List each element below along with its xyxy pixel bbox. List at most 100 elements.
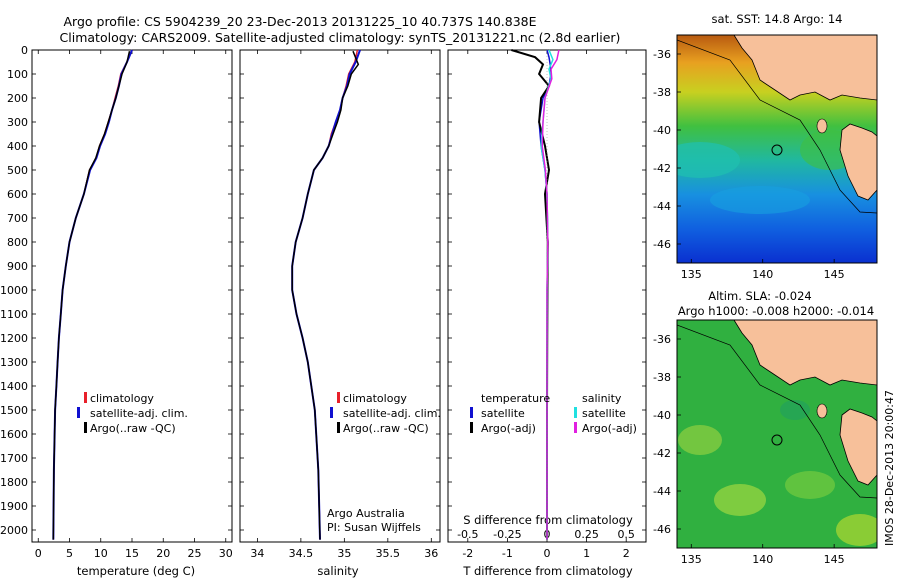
legend-swatch-climatology	[337, 392, 340, 403]
depth-tick-label: 900	[7, 260, 28, 273]
sla-argo-location-marker	[771, 434, 783, 446]
s-tick-label: 0.5	[617, 528, 635, 541]
legend-label-t-satellite: satellite	[481, 407, 525, 420]
legend-label-s-satellite: satellite	[582, 407, 626, 420]
series-line-argo-raw-qc-	[291, 50, 360, 540]
x-tick-label: 1	[583, 547, 590, 560]
mainland-shape	[733, 35, 877, 101]
depth-tick-label: 600	[7, 188, 28, 201]
depth-tick-label: 1800	[0, 476, 28, 489]
difference-legend: temperature salinity satellite Argo(-adj…	[470, 392, 637, 435]
difference-x-axis: -2 -1 0 1 2	[462, 50, 630, 560]
salinity-series	[291, 49, 361, 540]
lat-tick-label: -42	[653, 447, 671, 460]
salinity-x-axis: 34 34.5 35 35.5 36	[250, 50, 438, 560]
figure-title-line2: Climatology: CARS2009. Satellite-adjuste…	[60, 30, 621, 45]
depth-tick-label: 1600	[0, 428, 28, 441]
x-tick-label: -2	[462, 547, 473, 560]
sst-contour	[677, 39, 877, 214]
s-tick-label: -0.25	[493, 528, 521, 541]
s-tick-label: -0.5	[457, 528, 478, 541]
depth-tick-label: 800	[7, 236, 28, 249]
depth-tick-label: 500	[7, 164, 28, 177]
tasmania-shape	[839, 123, 877, 201]
legend-label-satellite: satellite-adj. clim.	[90, 407, 188, 420]
temperature-axis-label: temperature (deg C)	[77, 564, 195, 578]
sla-map	[677, 320, 877, 548]
legend-title-salinity: salinity	[582, 392, 622, 405]
credit-line2: PI: Susan Wijffels	[327, 521, 421, 534]
legend-label-t-argo: Argo(-adj)	[481, 422, 536, 435]
x-tick-label: 0	[544, 547, 551, 560]
sst-map-axes: -36 -38 -40 -42 -44 -46 135 140 145	[653, 48, 845, 281]
lon-tick-label: 140	[752, 268, 773, 281]
sla-map-title-line2: Argo h1000: -0.008 h2000: -0.014	[678, 304, 874, 318]
x-tick-label: 36	[424, 547, 438, 560]
x-tick-label: -1	[502, 547, 513, 560]
legend-label-argo: Argo(..raw -QC)	[90, 422, 176, 435]
credit-line1: Argo Australia	[327, 507, 405, 520]
x-tick-label: 2	[623, 547, 630, 560]
tasmania-shape	[839, 408, 877, 486]
series-line-argo-raw-qc-	[52, 51, 131, 540]
t-difference-axis-label: T difference from climatology	[462, 564, 633, 578]
x-tick-label: 34.5	[289, 547, 314, 560]
depth-tick-label: 100	[7, 68, 28, 81]
lat-tick-label: -44	[653, 485, 671, 498]
salinity-legend: climatology satellite-adj. clim. Argo(..…	[327, 392, 441, 534]
lat-tick-label: -38	[653, 86, 671, 99]
legend-title-temperature: temperature	[481, 392, 550, 405]
x-tick-label: 30	[219, 547, 233, 560]
legend-swatch-climatology	[84, 392, 87, 403]
depth-tick-label: 0	[21, 44, 28, 57]
series-line-satellite-adj-clim-	[291, 49, 361, 540]
legend-swatch-satellite	[330, 407, 333, 418]
lat-tick-label: -36	[653, 333, 671, 346]
legend-swatch-s-argo	[574, 422, 577, 433]
depth-tick-label: 700	[7, 212, 28, 225]
lat-tick-label: -36	[653, 48, 671, 61]
lat-tick-label: -40	[653, 124, 671, 137]
depth-tick-label: 400	[7, 140, 28, 153]
series-line-salinity-argo-adj-	[541, 49, 560, 540]
depth-tick-label: 1000	[0, 284, 28, 297]
legend-swatch-argo	[337, 422, 340, 433]
x-tick-label: 15	[125, 547, 139, 560]
depth-tick-label: 1100	[0, 308, 28, 321]
sla-map-title-line1: Altim. SLA: -0.024	[708, 289, 812, 303]
depth-tick-label: 1500	[0, 404, 28, 417]
legend-label-argo: Argo(..raw -QC)	[343, 422, 429, 435]
s-tick-label: 0.25	[574, 528, 599, 541]
x-tick-label: 34	[250, 547, 264, 560]
legend-swatch-s-satellite	[574, 407, 577, 418]
temperature-series	[52, 49, 133, 540]
lat-tick-label: -42	[653, 162, 671, 175]
x-tick-label: 20	[156, 547, 170, 560]
s-difference-axis-label: S difference from climatology	[463, 513, 633, 527]
mainland-shape	[733, 320, 877, 386]
series-line-climatology	[52, 49, 133, 540]
legend-swatch-t-satellite	[470, 407, 473, 418]
x-tick-label: 5	[66, 547, 73, 560]
lat-tick-label: -46	[653, 523, 671, 536]
lon-tick-label: 135	[681, 268, 702, 281]
sla-map-axes: -36 -38 -40 -42 -44 -46 135 140 145	[653, 333, 845, 566]
sst-map-frame	[676, 34, 878, 264]
depth-tick-label: 1400	[0, 380, 28, 393]
sst-map	[677, 35, 877, 263]
x-tick-label: 10	[94, 547, 108, 560]
sst-map-title: sat. SST: 14.8 Argo: 14	[712, 12, 843, 26]
lat-tick-label: -46	[653, 238, 671, 251]
legend-swatch-argo	[84, 422, 87, 433]
sst-argo-location-marker	[771, 144, 783, 156]
temperature-legend: climatology satellite-adj. clim. Argo(..…	[77, 392, 188, 435]
lat-tick-label: -44	[653, 200, 671, 213]
sla-map-frame	[676, 319, 878, 549]
depth-tick-label: 1900	[0, 500, 28, 513]
series-line-climatology	[291, 49, 359, 540]
depth-tick-label: 200	[7, 92, 28, 105]
depth-tick-label: 300	[7, 116, 28, 129]
legend-label-climatology: climatology	[90, 392, 154, 405]
lon-tick-label: 145	[824, 268, 845, 281]
